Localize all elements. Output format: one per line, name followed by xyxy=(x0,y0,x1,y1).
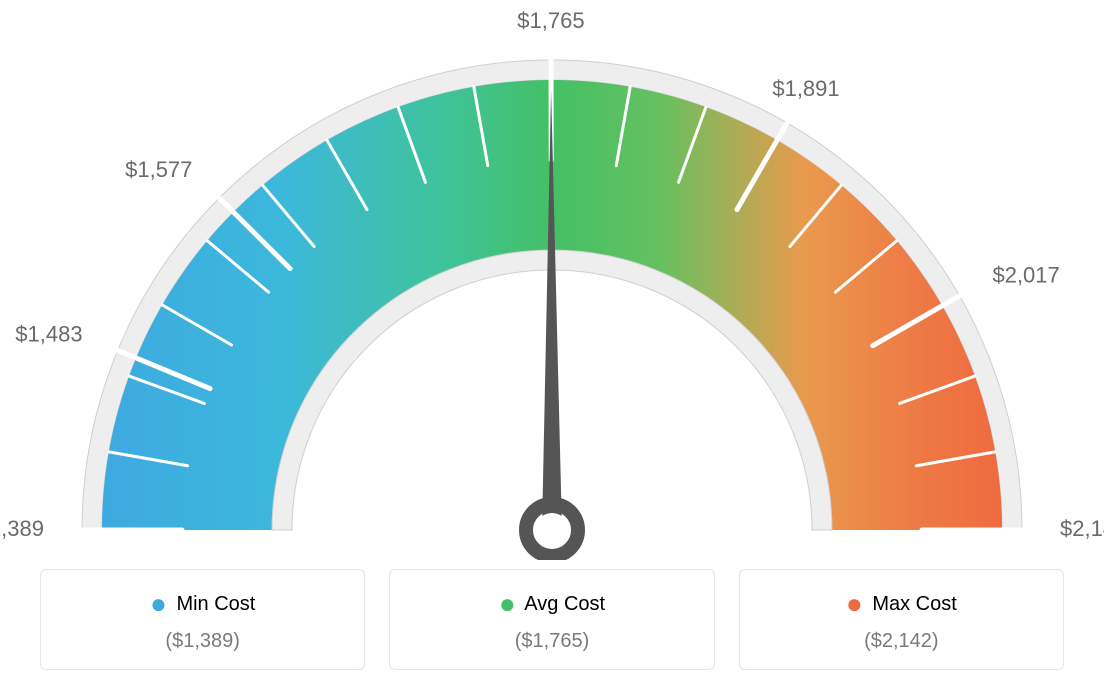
legend-title-avg: ● Avg Cost xyxy=(400,588,703,620)
svg-text:$1,577: $1,577 xyxy=(125,157,192,182)
legend-title-max: ● Max Cost xyxy=(750,588,1053,620)
legend-label: Min Cost xyxy=(176,593,255,615)
legend-label: Max Cost xyxy=(872,593,956,615)
gauge: $1,389 $1,483 $1,577 $1,765 $1,891 $2,017 $2,1… xyxy=(0,0,1104,560)
legend-card-max: ● Max Cost ($2,142) xyxy=(739,569,1064,670)
dot-icon: ● xyxy=(499,588,516,619)
legend-card-min: ● Min Cost ($1,389) xyxy=(40,569,365,670)
legend-value-min: ($1,389) xyxy=(51,630,354,653)
gauge-chart-container: $1,389 $1,483 $1,577 $1,765 $1,891 $2,017 $2,1… xyxy=(0,0,1104,690)
legend-value-avg: ($1,765) xyxy=(400,630,703,653)
legend-card-avg: ● Avg Cost ($1,765) xyxy=(389,569,714,670)
svg-text:$2,017: $2,017 xyxy=(992,263,1059,288)
svg-text:$1,891: $1,891 xyxy=(772,76,839,101)
gauge-svg: $1,389 $1,483 $1,577 $1,765 $1,891 $2,017 $2,1… xyxy=(0,0,1104,560)
legend-value-max: ($2,142) xyxy=(750,630,1053,653)
svg-text:$1,389: $1,389 xyxy=(0,516,44,541)
legend-label: Avg Cost xyxy=(524,593,605,615)
svg-text:$2,142: $2,142 xyxy=(1060,516,1104,541)
legend-title-min: ● Min Cost xyxy=(51,588,354,620)
legend: ● Min Cost ($1,389) ● Avg Cost ($1,765) … xyxy=(40,569,1064,670)
svg-text:$1,483: $1,483 xyxy=(15,322,82,347)
svg-text:$1,765: $1,765 xyxy=(517,8,584,33)
dot-icon: ● xyxy=(846,588,863,619)
dot-icon: ● xyxy=(150,588,167,619)
